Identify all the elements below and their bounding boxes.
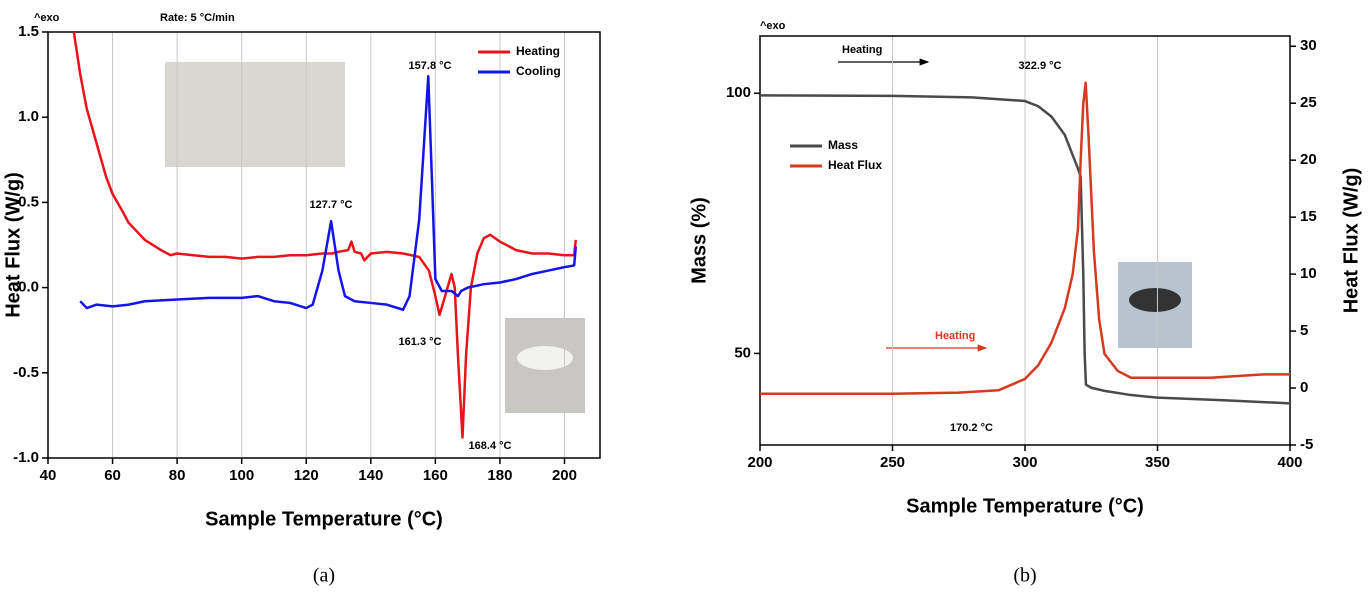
- y2-tick-label: 30: [1300, 37, 1317, 54]
- series-line: [79, 75, 578, 311]
- x-tick-label: 40: [40, 467, 57, 484]
- crucible-photo: [517, 346, 573, 370]
- y2-tick-label: 5: [1300, 322, 1308, 339]
- x-tick-label: 180: [487, 467, 512, 484]
- y-tick-label: 0.0: [18, 279, 39, 296]
- x-tick-label: 200: [552, 467, 577, 484]
- y-tick-label: 50: [734, 344, 751, 361]
- y-tick-label: -0.5: [13, 364, 39, 381]
- annotation: 168.4 °C: [469, 440, 512, 452]
- y-tick-label: 0.5: [18, 193, 39, 210]
- y2-tick-label: 10: [1300, 265, 1317, 282]
- annotation: 157.8 °C: [409, 60, 452, 72]
- annotation: ^exo: [760, 20, 786, 32]
- y2-tick-label: 20: [1300, 151, 1317, 168]
- x-tick-label: 300: [1012, 454, 1037, 471]
- annotation: Heating: [935, 330, 975, 342]
- x-tick-label: 250: [880, 454, 905, 471]
- y2-tick-label: 0: [1300, 379, 1308, 396]
- x-axis-title: Sample Temperature (°C): [205, 508, 443, 530]
- y-tick-label: 100: [726, 84, 751, 101]
- y2-axis-title: Heat Flux (W/g): [1340, 168, 1362, 314]
- y2-tick-label: 25: [1300, 94, 1317, 111]
- crystal-photo: [165, 62, 345, 167]
- x-axis-title: Sample Temperature (°C): [906, 495, 1144, 517]
- series-line: [760, 81, 1290, 395]
- series-line: [760, 94, 1290, 405]
- annotation: 170.2 °C: [950, 422, 993, 434]
- annotation: ^exo: [34, 12, 60, 24]
- x-tick-label: 400: [1277, 454, 1302, 471]
- caption: (b): [1013, 565, 1036, 587]
- annotation: Rate: 5 °C/min: [160, 12, 235, 24]
- x-tick-label: 100: [229, 467, 254, 484]
- caption: (a): [313, 565, 335, 587]
- x-tick-label: 160: [423, 467, 448, 484]
- y-tick-label: 1.5: [18, 23, 39, 40]
- series-line: [72, 32, 578, 439]
- annotation: Heating: [842, 44, 882, 56]
- annotation: 161.3 °C: [399, 336, 442, 348]
- x-tick-label: 140: [358, 467, 383, 484]
- y-tick-label: -1.0: [13, 449, 39, 466]
- y-axis-title: Mass (%): [688, 197, 710, 284]
- y-tick-label: 1.0: [18, 108, 39, 125]
- y-axis-title: Heat Flux (W/g): [2, 172, 24, 318]
- crucible-photo: [1129, 288, 1181, 312]
- x-tick-label: 60: [104, 467, 121, 484]
- y2-tick-label: -5: [1300, 436, 1313, 453]
- x-tick-label: 350: [1145, 454, 1170, 471]
- x-tick-label: 200: [747, 454, 772, 471]
- annotation: 127.7 °C: [310, 199, 353, 211]
- legend-label: Cooling: [516, 64, 561, 78]
- plot-frame: [759, 35, 1291, 446]
- legend-label: Heat Flux: [828, 158, 882, 172]
- plot-frame: [47, 31, 601, 459]
- y2-tick-label: 15: [1300, 208, 1317, 225]
- x-tick-label: 80: [169, 467, 186, 484]
- annotation: 322.9 °C: [1019, 60, 1062, 72]
- x-tick-label: 120: [294, 467, 319, 484]
- legend-label: Heating: [516, 44, 560, 58]
- legend-label: Mass: [828, 138, 858, 152]
